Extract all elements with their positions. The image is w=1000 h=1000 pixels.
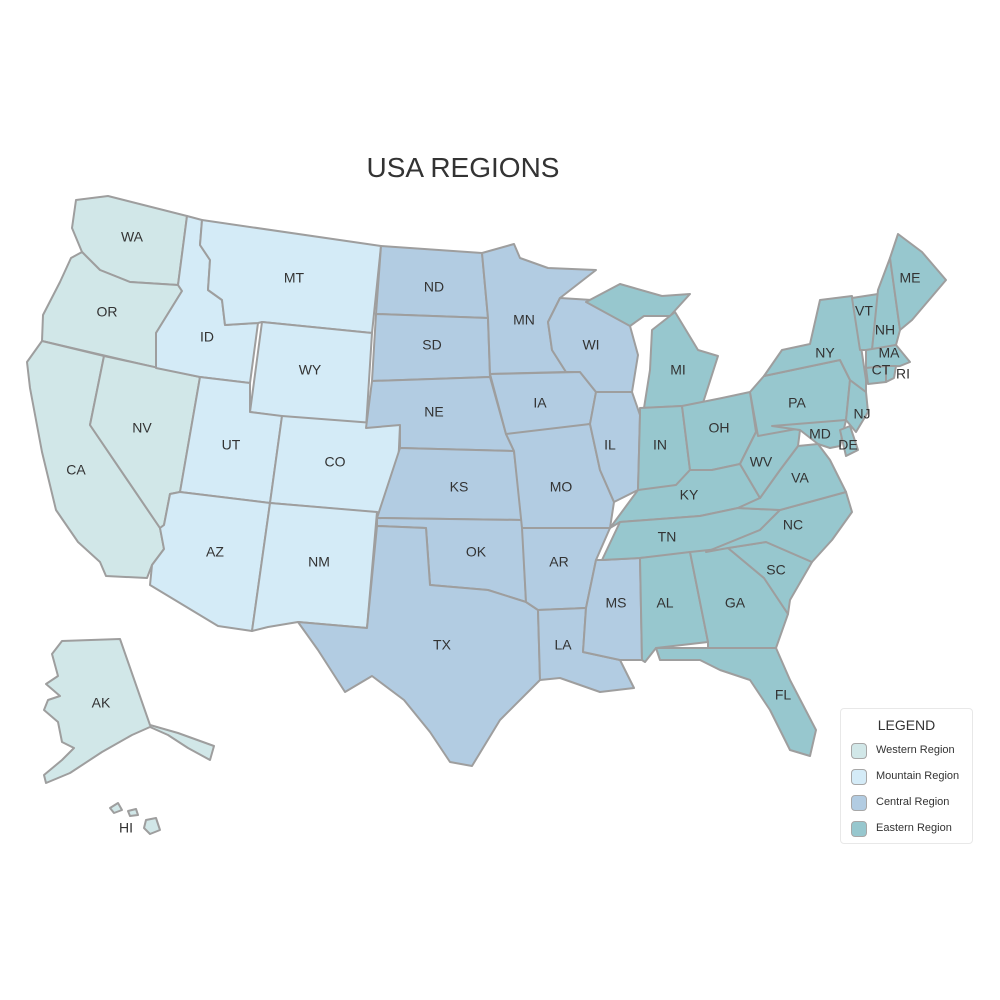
label-nj: NJ <box>853 406 870 422</box>
label-ks: KS <box>450 479 469 495</box>
state-ak[interactable] <box>43 638 215 784</box>
legend-swatch-eastern <box>851 821 867 837</box>
legend-swatch-western <box>851 743 867 759</box>
label-mo: MO <box>550 479 573 495</box>
label-mn: MN <box>513 312 535 328</box>
state-hi-3[interactable] <box>143 817 161 835</box>
state-mt[interactable] <box>199 219 382 334</box>
label-wy: WY <box>299 362 322 378</box>
label-vt: VT <box>855 303 873 319</box>
label-nm: NM <box>308 554 330 570</box>
legend-label-central: Central Region <box>876 796 950 808</box>
label-sd: SD <box>422 337 441 353</box>
label-de: DE <box>838 437 857 453</box>
map-title: USA REGIONS <box>366 152 560 183</box>
label-ny: NY <box>815 345 835 361</box>
label-in: IN <box>653 437 667 453</box>
label-mt: MT <box>284 270 305 286</box>
label-ar: AR <box>549 554 568 570</box>
label-il: IL <box>604 437 616 453</box>
label-wi: WI <box>582 337 599 353</box>
label-nd: ND <box>424 279 444 295</box>
label-ma: MA <box>879 345 901 361</box>
label-tn: TN <box>658 529 677 545</box>
legend-swatch-central <box>851 795 867 811</box>
label-sc: SC <box>766 562 785 578</box>
state-mi-upper[interactable] <box>585 283 691 327</box>
state-tx[interactable] <box>297 525 541 767</box>
label-nv: NV <box>132 420 152 436</box>
legend-label-mountain: Mountain Region <box>876 770 960 782</box>
legend: LEGEND Western Region Mountain Region Ce… <box>840 708 973 844</box>
label-pa: PA <box>788 395 806 411</box>
label-or: OR <box>97 304 118 320</box>
label-ri: RI <box>896 366 910 382</box>
state-ma[interactable] <box>865 344 911 369</box>
label-ga: GA <box>725 595 746 611</box>
label-wv: WV <box>750 454 773 470</box>
label-oh: OH <box>709 420 730 436</box>
label-md: MD <box>809 426 831 442</box>
label-ia: IA <box>533 395 547 411</box>
state-fl[interactable] <box>655 647 817 757</box>
label-me: ME <box>900 270 921 286</box>
label-ne: NE <box>424 404 443 420</box>
label-ok: OK <box>466 544 487 560</box>
label-ky: KY <box>680 487 699 503</box>
label-hi: HI <box>119 820 133 836</box>
label-ut: UT <box>222 437 241 453</box>
state-me[interactable] <box>889 233 947 331</box>
label-tx: TX <box>433 637 452 653</box>
label-mi: MI <box>670 362 686 378</box>
label-nh: NH <box>875 322 895 338</box>
label-fl: FL <box>775 687 792 703</box>
legend-title: LEGEND <box>877 717 936 733</box>
state-il[interactable] <box>589 391 641 503</box>
label-co: CO <box>325 454 346 470</box>
legend-swatch-mountain <box>851 769 867 785</box>
state-mi[interactable] <box>643 311 719 409</box>
state-nc[interactable] <box>705 491 853 563</box>
label-ak: AK <box>92 695 111 711</box>
label-id: ID <box>200 329 214 345</box>
label-la: LA <box>554 637 572 653</box>
state-hi-1[interactable] <box>109 802 123 814</box>
state-hi-2[interactable] <box>127 808 139 817</box>
label-nc: NC <box>783 517 803 533</box>
label-ms: MS <box>606 595 627 611</box>
label-ct: CT <box>872 362 891 378</box>
state-de[interactable] <box>839 425 859 457</box>
legend-label-eastern: Eastern Region <box>876 822 952 834</box>
label-az: AZ <box>206 544 224 560</box>
state-az[interactable] <box>149 491 271 632</box>
label-va: VA <box>791 470 809 486</box>
legend-label-western: Western Region <box>876 744 955 756</box>
label-wa: WA <box>121 229 144 245</box>
state-ri[interactable] <box>885 365 897 383</box>
label-al: AL <box>656 595 673 611</box>
label-ca: CA <box>66 462 86 478</box>
